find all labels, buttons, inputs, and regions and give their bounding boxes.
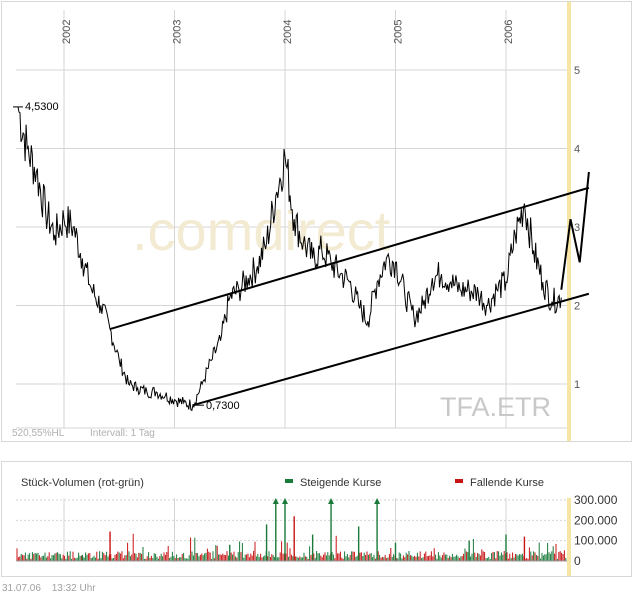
min-value-label: 0,7300 (206, 400, 240, 412)
year-tick-label: 2002 (61, 20, 73, 44)
volume-overflow-arrow (272, 498, 279, 504)
price-tick-label: 2 (574, 301, 580, 313)
timestamp-footer: 31.07.06 13:32 Uhr (2, 583, 104, 594)
year-tick-label: 2003 (172, 20, 184, 44)
max-value-label: 4,5300 (25, 101, 59, 113)
year-tick-label: 2005 (393, 20, 405, 44)
footer-time: 13:32 Uhr (51, 583, 96, 594)
volume-overflow-arrow (282, 498, 288, 504)
range-label: 520,55%HL (12, 428, 65, 439)
forecast-line (560, 171, 590, 290)
year-tick-label: 2004 (282, 20, 294, 44)
volume-tick-label: 300.000 (574, 493, 618, 507)
price-tick-label: 4 (574, 144, 580, 156)
price-series (13, 106, 590, 412)
volume-overflow-arrow (374, 498, 381, 504)
volume-tick-label: 200.000 (574, 513, 618, 527)
volume-title: Stück-Volumen (rot-grün) (21, 477, 144, 489)
volume-tick-label: 100.000 (574, 534, 618, 548)
price-tick-label: 3 (574, 222, 580, 234)
volume-overflow-arrow (328, 498, 335, 504)
price-tick-label: 5 (574, 65, 580, 77)
year-tick-label: 2006 (503, 20, 515, 44)
footer-date: 31.07.06 (2, 583, 41, 594)
volume-chart: Stück-Volumen (rot-grün) Steigende Kurse… (16, 477, 618, 576)
trend-line-lower (192, 292, 590, 407)
volume-chart-panel: Stück-Volumen (rot-grün) Steigende Kurse… (1, 461, 632, 577)
trend-line-upper (109, 186, 590, 331)
rising-legend-label: Steigende Kurse (300, 477, 381, 489)
price-grid: 2002 2003 2004 2005 2006 1 2 3 4 5 (16, 10, 580, 429)
falling-legend-label: Fallende Kurse (470, 477, 544, 489)
falling-legend-swatch (455, 479, 463, 483)
volume-period-highlight (567, 498, 571, 576)
volume-bars (16, 498, 567, 562)
interval-label: Intervall: 1 Tag (90, 428, 155, 439)
price-line (17, 106, 562, 412)
volume-tick-label: 0 (574, 554, 581, 568)
current-period-highlight (567, 2, 571, 441)
price-chart-panel: 2002 2003 2004 2005 2006 1 2 3 4 5 .comdirect TFA… (1, 1, 632, 442)
rising-legend-swatch (285, 479, 293, 483)
ticker-label: TFA.ETR (440, 392, 551, 422)
price-tick-label: 1 (574, 379, 580, 391)
